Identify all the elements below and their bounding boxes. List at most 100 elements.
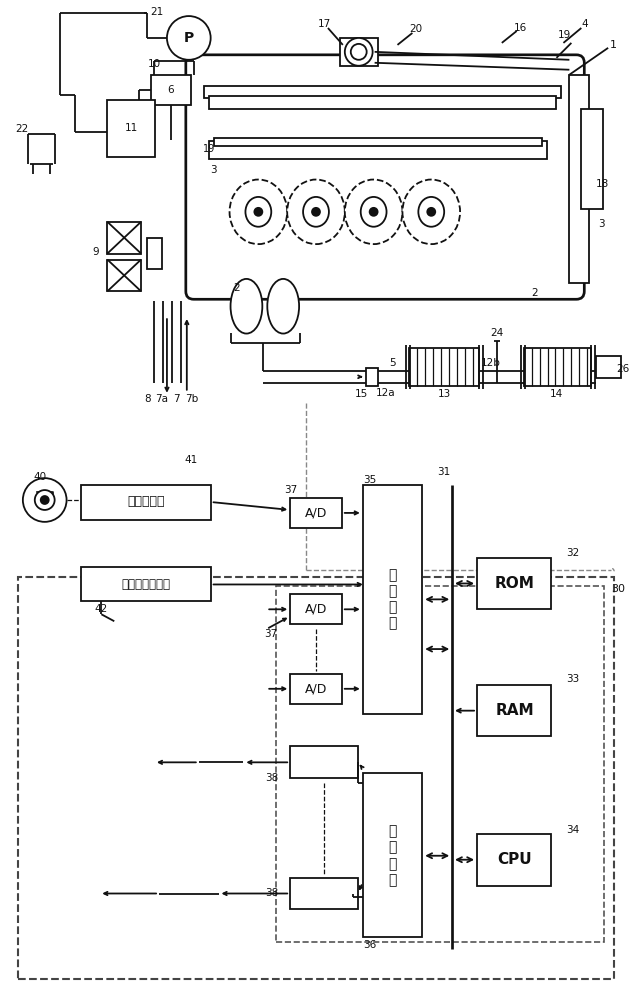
Text: 4: 4 <box>581 19 588 29</box>
Bar <box>209 96 556 109</box>
Bar <box>107 222 141 254</box>
Ellipse shape <box>267 279 299 334</box>
Text: 30: 30 <box>611 584 625 594</box>
Text: CPU: CPU <box>498 852 532 867</box>
Bar <box>81 485 210 520</box>
Text: A/D: A/D <box>305 506 327 519</box>
Text: 31: 31 <box>438 467 451 477</box>
Text: 曲柄转角传感器: 曲柄转角传感器 <box>122 578 171 591</box>
Text: 17: 17 <box>318 19 331 29</box>
Text: 40: 40 <box>33 472 47 482</box>
Bar <box>477 834 551 886</box>
Bar <box>290 594 342 624</box>
Circle shape <box>23 478 67 522</box>
Text: 41: 41 <box>184 455 197 465</box>
Ellipse shape <box>231 279 262 334</box>
Bar <box>276 586 604 942</box>
Text: 19: 19 <box>558 30 571 40</box>
Ellipse shape <box>246 197 272 227</box>
Text: 13: 13 <box>438 389 451 399</box>
Text: 2: 2 <box>532 288 538 298</box>
Bar <box>477 685 551 736</box>
Text: RAM: RAM <box>495 703 534 718</box>
Circle shape <box>41 496 49 504</box>
Bar <box>365 368 377 386</box>
Text: 7b: 7b <box>185 394 198 404</box>
Text: 24: 24 <box>490 328 503 338</box>
Bar <box>290 498 342 528</box>
Text: 9: 9 <box>93 247 100 257</box>
Ellipse shape <box>229 180 287 244</box>
Text: 26: 26 <box>616 364 629 374</box>
Text: 2: 2 <box>233 283 240 293</box>
Text: 34: 34 <box>566 825 579 835</box>
Text: 37: 37 <box>264 629 277 639</box>
Text: ROM: ROM <box>495 576 535 591</box>
Bar <box>147 238 162 269</box>
Text: 11: 11 <box>125 123 138 133</box>
Text: 7a: 7a <box>156 394 168 404</box>
Bar <box>340 38 377 66</box>
Text: 3: 3 <box>598 219 605 229</box>
Text: 3: 3 <box>210 165 217 175</box>
Bar <box>363 773 422 937</box>
Text: 18: 18 <box>595 179 609 189</box>
Text: 19: 19 <box>203 144 215 154</box>
Bar <box>290 878 358 909</box>
Bar <box>18 577 614 979</box>
Text: 14: 14 <box>550 389 563 399</box>
Bar <box>81 567 210 601</box>
Text: A/D: A/D <box>305 682 327 695</box>
Text: 10: 10 <box>147 59 161 69</box>
Circle shape <box>370 208 377 216</box>
Bar <box>524 348 591 386</box>
Text: 38: 38 <box>266 773 279 783</box>
Bar <box>290 674 342 704</box>
Text: 输
入
端
口: 输 入 端 口 <box>388 568 397 631</box>
Bar <box>214 138 542 146</box>
FancyBboxPatch shape <box>186 55 584 299</box>
Text: P: P <box>184 31 194 45</box>
Ellipse shape <box>287 180 345 244</box>
Ellipse shape <box>345 180 403 244</box>
Bar <box>209 141 547 159</box>
Text: 6: 6 <box>168 85 175 95</box>
Text: 33: 33 <box>566 674 579 684</box>
Text: 7: 7 <box>173 394 180 404</box>
Text: 15: 15 <box>355 389 369 399</box>
Bar <box>343 41 375 63</box>
Text: 12a: 12a <box>375 388 396 398</box>
Text: 42: 42 <box>94 604 108 614</box>
Bar <box>290 746 358 778</box>
Text: 36: 36 <box>363 940 376 950</box>
Ellipse shape <box>418 197 444 227</box>
Text: 22: 22 <box>15 124 28 134</box>
Circle shape <box>255 208 262 216</box>
Circle shape <box>345 38 372 66</box>
Text: 5: 5 <box>389 358 396 368</box>
Bar <box>410 348 479 386</box>
Text: 32: 32 <box>566 548 579 558</box>
Ellipse shape <box>403 180 460 244</box>
Circle shape <box>427 208 435 216</box>
Bar <box>107 100 155 157</box>
Bar <box>477 558 551 609</box>
Ellipse shape <box>303 197 329 227</box>
Bar <box>581 109 603 209</box>
Text: 8: 8 <box>144 394 151 404</box>
Circle shape <box>167 16 210 60</box>
Text: 12b: 12b <box>481 358 501 368</box>
Text: 16: 16 <box>514 23 527 33</box>
Circle shape <box>312 208 320 216</box>
Ellipse shape <box>361 197 387 227</box>
Bar <box>151 75 191 105</box>
Bar <box>363 485 422 714</box>
Bar <box>107 260 141 291</box>
Circle shape <box>351 44 367 60</box>
Bar <box>203 86 561 98</box>
Bar <box>596 356 621 378</box>
Text: 20: 20 <box>409 24 422 34</box>
Bar <box>570 75 589 283</box>
Text: 输
出
端
口: 输 出 端 口 <box>388 824 397 887</box>
Text: 37: 37 <box>285 485 298 495</box>
